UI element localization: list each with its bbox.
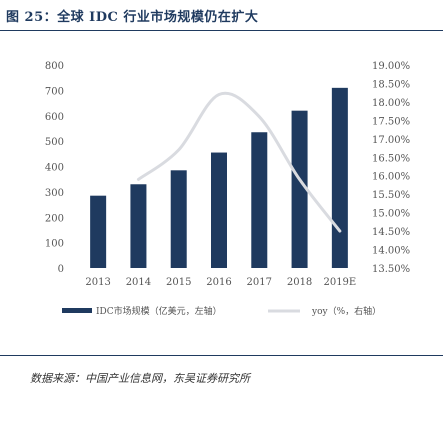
title-divider — [0, 30, 443, 31]
bar-2014 — [130, 184, 147, 268]
bars — [90, 87, 348, 269]
idc-market-chart: 0 100 200 300 400 500 600 700 800 13.50% 14.00% 14… — [45, 61, 410, 317]
right-axis-tick-label: 18.50% — [372, 79, 410, 90]
x-tick-label-2016: 2016 — [206, 277, 231, 288]
right-axis: 13.50% 14.00% 14.50% 15.00% 15.50% 16.00% 16.5… — [372, 61, 410, 275]
left-axis-tick-label: 200 — [45, 213, 64, 224]
legend-bar-swatch — [62, 308, 92, 313]
left-axis-tick-label: 100 — [45, 239, 64, 250]
left-axis-tick-label: 300 — [45, 188, 64, 199]
left-axis-tick-label: 800 — [45, 61, 64, 72]
right-axis-tick-label: 13.50% — [372, 264, 410, 275]
left-axis-tick-label: 0 — [58, 264, 64, 275]
left-axis: 0 100 200 300 400 500 600 700 800 — [45, 61, 64, 275]
x-tick-label-2013: 2013 — [85, 277, 110, 288]
source-note: 数据来源：中国产业信息网，东吴证券研究所 — [30, 372, 250, 385]
left-axis-tick-label: 600 — [45, 112, 64, 123]
right-axis-tick-label: 17.00% — [372, 135, 410, 146]
bar-2017 — [251, 132, 268, 268]
right-axis-tick-label: 16.00% — [372, 172, 410, 183]
right-axis-tick-label: 15.50% — [372, 190, 410, 201]
legend-bar-label: IDC市场规模（亿美元，左轴） — [96, 305, 222, 317]
yoy-line-series — [136, 91, 342, 233]
x-axis-labels: 2013 2014 2015 2016 2017 2018 2019E — [85, 277, 356, 288]
figure-title: 图 25：全球 IDC 行业市场规模仍在扩大 — [6, 10, 259, 25]
x-tick-label-2014: 2014 — [126, 277, 151, 288]
right-axis-tick-label: 19.00% — [372, 61, 410, 72]
legend: IDC市场规模（亿美元，左轴） yoy（%，右轴） — [62, 305, 381, 317]
bar-2015 — [170, 170, 187, 268]
right-axis-tick-label: 18.00% — [372, 98, 410, 109]
bar-2018 — [291, 110, 308, 268]
x-tick-label-2017: 2017 — [247, 277, 272, 288]
bar-2019E — [331, 87, 348, 269]
left-axis-tick-label: 500 — [45, 137, 64, 148]
right-axis-tick-label: 17.50% — [372, 116, 410, 127]
right-axis-tick-label: 15.00% — [372, 209, 410, 220]
bar-2013 — [90, 195, 107, 268]
left-axis-tick-label: 400 — [45, 163, 64, 174]
right-axis-tick-label: 16.50% — [372, 153, 410, 164]
x-tick-label-2018: 2018 — [287, 277, 312, 288]
source-divider — [0, 355, 443, 356]
x-tick-label-2019E: 2019E — [323, 277, 356, 288]
left-axis-tick-label: 700 — [45, 86, 64, 97]
x-tick-label-2015: 2015 — [166, 277, 191, 288]
bar-2016 — [211, 152, 227, 268]
right-axis-tick-label: 14.50% — [372, 227, 410, 238]
right-axis-tick-label: 14.00% — [372, 246, 410, 257]
legend-line-label: yoy（%，右轴） — [311, 305, 381, 317]
yoy-line — [136, 91, 342, 233]
